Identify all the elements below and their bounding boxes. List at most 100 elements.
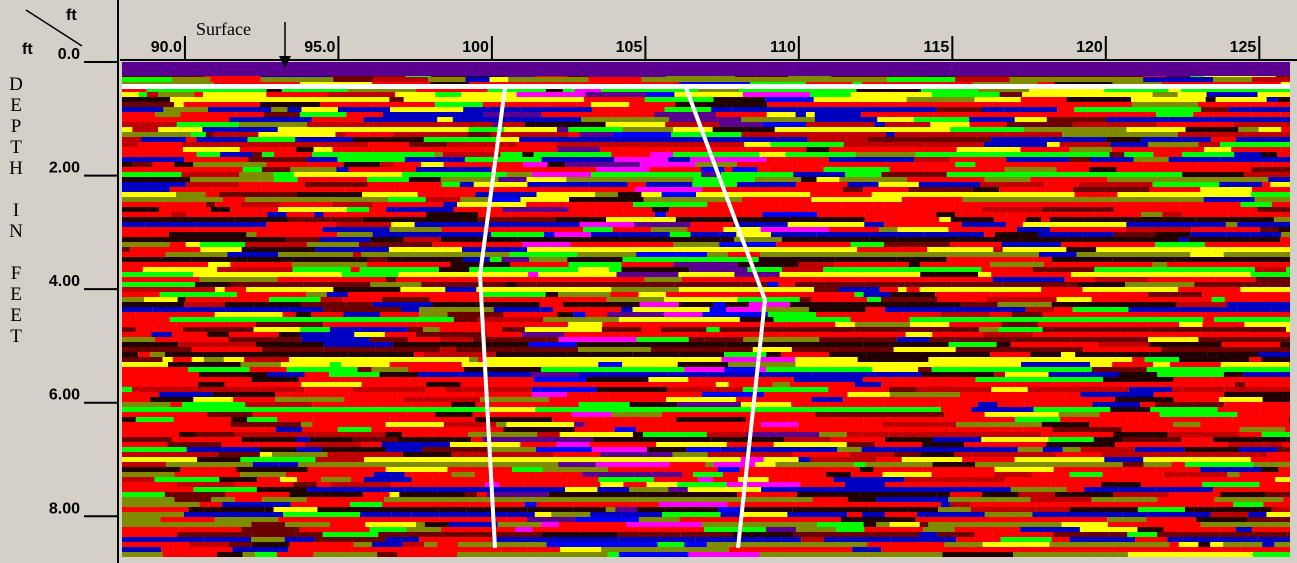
texture bbox=[478, 122, 493, 127]
texture bbox=[418, 372, 461, 377]
texture bbox=[1254, 87, 1271, 92]
texture bbox=[299, 112, 347, 117]
texture bbox=[1017, 447, 1043, 452]
texture bbox=[837, 447, 862, 452]
texture bbox=[720, 237, 735, 242]
texture bbox=[850, 242, 885, 247]
texture bbox=[783, 137, 808, 142]
texture bbox=[1152, 442, 1211, 447]
texture bbox=[1261, 432, 1290, 437]
texture bbox=[1019, 102, 1081, 107]
texture bbox=[122, 162, 133, 167]
texture bbox=[146, 172, 182, 177]
texture bbox=[1089, 157, 1110, 162]
texture bbox=[834, 512, 848, 517]
texture bbox=[764, 77, 802, 82]
texture bbox=[369, 207, 387, 212]
texture bbox=[994, 467, 1054, 472]
texture bbox=[597, 487, 630, 492]
texture bbox=[493, 272, 513, 277]
texture bbox=[677, 362, 729, 367]
texture bbox=[662, 512, 721, 517]
texture bbox=[578, 402, 630, 407]
texture bbox=[312, 422, 354, 427]
texture bbox=[260, 102, 321, 107]
texture bbox=[1017, 397, 1037, 402]
texture bbox=[122, 347, 192, 352]
texture bbox=[1080, 447, 1135, 452]
texture bbox=[344, 397, 354, 402]
texture bbox=[150, 352, 165, 357]
texture bbox=[967, 477, 1006, 482]
texture bbox=[267, 212, 287, 217]
texture bbox=[301, 337, 362, 342]
texture bbox=[347, 152, 378, 157]
texture bbox=[1184, 507, 1195, 512]
texture bbox=[1029, 87, 1105, 92]
texture bbox=[955, 162, 976, 167]
texture bbox=[1041, 357, 1068, 362]
texture bbox=[904, 477, 968, 482]
texture bbox=[867, 297, 882, 302]
texture bbox=[398, 272, 435, 277]
texture bbox=[970, 502, 1020, 507]
texture bbox=[677, 402, 741, 407]
texture bbox=[1118, 487, 1157, 492]
texture bbox=[1153, 362, 1170, 367]
texture bbox=[196, 137, 237, 142]
texture bbox=[1089, 422, 1115, 427]
texture bbox=[279, 462, 298, 467]
texture bbox=[552, 307, 622, 312]
texture bbox=[197, 312, 215, 317]
texture bbox=[122, 362, 168, 367]
texture bbox=[609, 267, 622, 272]
texture bbox=[195, 282, 231, 287]
texture bbox=[304, 442, 362, 447]
texture bbox=[287, 107, 302, 112]
texture bbox=[536, 502, 613, 507]
texture bbox=[122, 287, 188, 292]
texture bbox=[241, 527, 300, 532]
texture bbox=[622, 332, 660, 337]
texture bbox=[904, 282, 952, 287]
texture bbox=[1051, 537, 1070, 542]
texture bbox=[981, 437, 1049, 442]
texture bbox=[365, 522, 416, 527]
texture bbox=[431, 462, 470, 467]
texture bbox=[1220, 362, 1290, 367]
texture bbox=[540, 117, 572, 122]
texture bbox=[1064, 277, 1080, 282]
texture bbox=[871, 192, 945, 197]
texture bbox=[826, 162, 855, 167]
texture bbox=[353, 137, 424, 142]
texture bbox=[725, 302, 750, 307]
texture bbox=[438, 507, 467, 512]
texture bbox=[182, 327, 254, 332]
texture bbox=[773, 442, 847, 447]
texture bbox=[301, 302, 373, 307]
texture bbox=[860, 532, 920, 537]
texture bbox=[828, 387, 889, 392]
texture bbox=[460, 372, 532, 377]
texture bbox=[830, 437, 885, 442]
texture bbox=[781, 542, 837, 547]
texture bbox=[678, 272, 735, 277]
texture bbox=[765, 97, 814, 102]
texture bbox=[706, 327, 720, 332]
texture bbox=[437, 487, 492, 492]
texture bbox=[199, 242, 246, 247]
texture bbox=[1161, 347, 1211, 352]
texture bbox=[411, 402, 452, 407]
texture bbox=[646, 92, 675, 97]
texture bbox=[574, 87, 602, 92]
texture bbox=[554, 267, 579, 272]
texture bbox=[885, 482, 910, 487]
texture bbox=[1044, 182, 1079, 187]
texture bbox=[1035, 507, 1070, 512]
texture bbox=[975, 482, 1006, 487]
texture bbox=[865, 462, 898, 467]
texture bbox=[923, 152, 985, 157]
texture bbox=[122, 192, 177, 197]
texture bbox=[697, 427, 745, 432]
texture bbox=[791, 402, 828, 407]
